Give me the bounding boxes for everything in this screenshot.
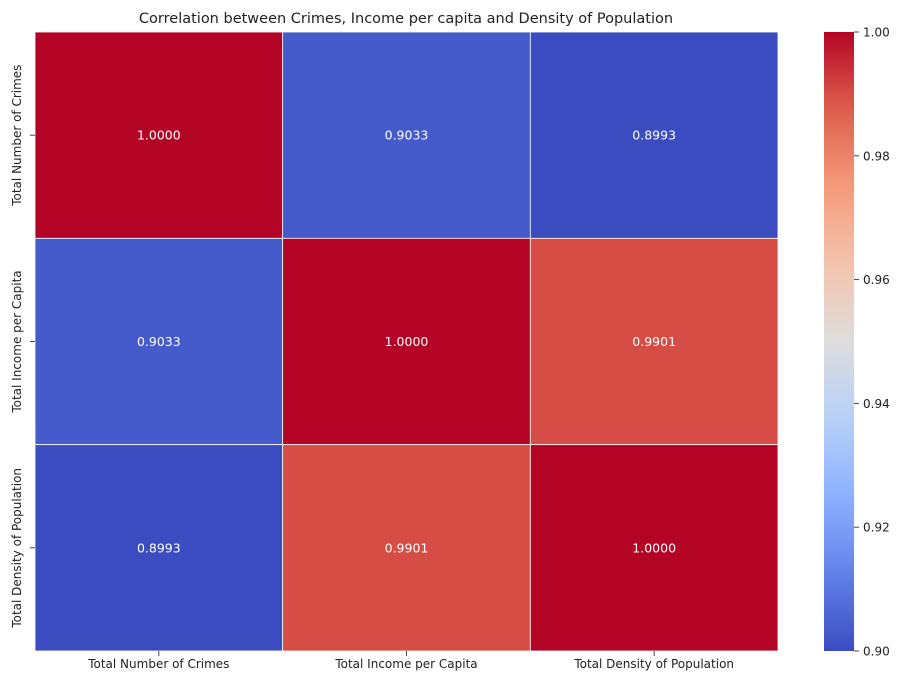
colorbar-tick-label: 1.00 — [863, 26, 890, 40]
cell-value-label: 0.8993 — [632, 128, 676, 143]
cell-value-label: 1.0000 — [137, 128, 181, 143]
cell-value-label: 0.9033 — [385, 128, 429, 143]
x-tick-label: Total Density of Population — [573, 657, 734, 671]
colorbar-gradient — [824, 32, 854, 651]
colorbar-tick-label: 0.98 — [863, 149, 890, 163]
chart-title: Correlation between Crimes, Income per c… — [139, 11, 673, 27]
y-tick-label: Total Number of Crimes — [10, 65, 24, 207]
x-tick-label: Total Income per Capita — [334, 657, 477, 671]
y-tick-label: Total Income per Capita — [10, 270, 24, 413]
cell-value-label: 0.9033 — [137, 334, 181, 349]
heatmap-cell — [282, 444, 531, 652]
colorbar-tick-label: 0.92 — [863, 521, 890, 535]
cell-value-label: 0.9901 — [632, 334, 676, 349]
colorbar-tick-label: 0.90 — [863, 645, 890, 659]
heatmap-cell — [529, 237, 779, 446]
colorbar: 0.90 0.92 0.94 0.96 0.98 1.00 — [824, 26, 890, 659]
x-axis: Total Number of Crimes Total Income per C… — [87, 651, 734, 671]
cell-value-label: 0.9901 — [385, 540, 429, 555]
y-axis: Total Number of Crimes Total Income per C… — [10, 65, 35, 629]
x-tick-label: Total Number of Crimes — [87, 657, 229, 671]
heatmap-cells: 1.0000 0.9033 0.8993 0.9033 1.0000 0.9901 0.89… — [34, 31, 779, 652]
heatmap-cell — [34, 31, 284, 239]
heatmap-cell — [34, 237, 284, 446]
cell-value-label: 1.0000 — [385, 334, 429, 349]
y-tick-label: Total Density of Population — [10, 468, 24, 629]
heatmap-cell — [282, 237, 531, 446]
heatmap-cell — [282, 31, 531, 239]
colorbar-tick-label: 0.96 — [863, 273, 890, 287]
heatmap-cell — [34, 444, 284, 652]
heatmap-cell — [529, 31, 779, 239]
colorbar-tick-label: 0.94 — [863, 397, 890, 411]
cell-value-label: 0.8993 — [137, 540, 181, 555]
cell-value-label: 1.0000 — [632, 540, 676, 555]
